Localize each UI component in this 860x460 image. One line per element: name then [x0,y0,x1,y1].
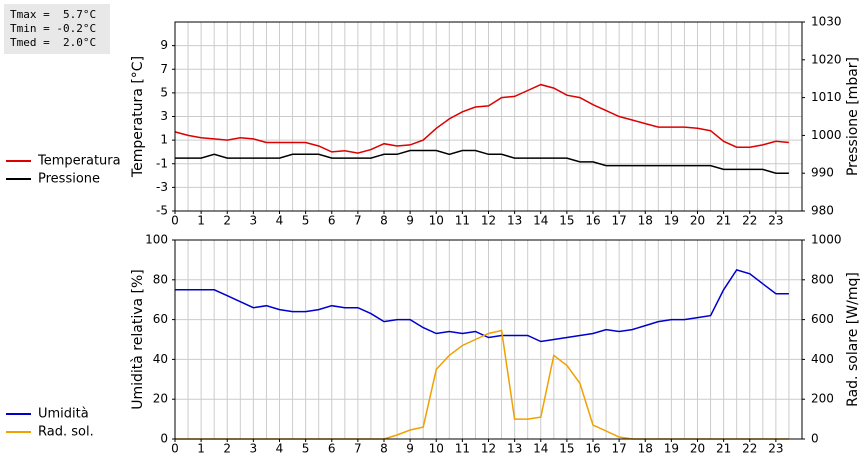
series-line-umidit- [175,269,789,343]
x-tick-label: 12 [481,442,496,456]
x-tick-label: 22 [742,442,757,456]
x-tick-label: 5 [302,214,310,228]
x-tick-label: 7 [354,442,362,456]
x-tick-label: 17 [611,442,626,456]
x-tick-label: 4 [276,214,284,228]
y-tick-label: 40 [153,352,168,366]
x-tick-label: 14 [533,442,548,456]
y2-axis-label: Rad. solare [W/mq] [845,272,860,407]
y-tick-label: -1 [156,156,168,170]
y2-tick-label: 980 [811,204,834,218]
y-tick-label: 1 [160,133,168,147]
y2-tick-label: 1030 [811,15,842,29]
x-tick-label: 10 [429,442,444,456]
y-tick-label: -3 [156,180,168,194]
x-tick-label: 16 [585,442,600,456]
x-tick-label: 8 [380,442,388,456]
legend-label: Rad. sol. [38,425,94,440]
x-tick-label: 8 [380,214,388,228]
y-tick-label: 100 [145,233,168,247]
x-tick-label: 15 [559,214,574,228]
x-tick-label: 18 [638,442,653,456]
x-tick-label: 6 [328,214,336,228]
tmed-stat: Tmed = 2.0°C [10,36,97,49]
y-tick-label: 20 [153,392,168,406]
y-tick-label: 0 [160,432,168,446]
y-tick-label: 60 [153,312,168,326]
y-tick-label: 7 [160,62,168,76]
x-tick-label: 13 [507,214,522,228]
legend-label: Umidità [38,407,89,422]
x-tick-label: 16 [585,214,600,228]
x-tick-label: 2 [223,214,231,228]
series-line-rad-sol- [175,329,789,440]
x-tick-label: 4 [276,442,284,456]
x-tick-label: 6 [328,442,336,456]
x-tick-label: 18 [638,214,653,228]
x-tick-label: 1 [197,214,205,228]
x-tick-label: 7 [354,214,362,228]
x-tick-label: 14 [533,214,548,228]
x-tick-label: 23 [768,442,783,456]
x-tick-label: 5 [302,442,310,456]
y2-tick-label: 1000 [811,128,842,142]
x-tick-label: 21 [716,214,731,228]
x-tick-label: 13 [507,442,522,456]
x-tick-label: 22 [742,214,757,228]
x-tick-label: 19 [664,214,679,228]
y2-tick-label: 1010 [811,90,842,104]
y2-tick-label: 800 [811,272,834,286]
x-tick-label: 23 [768,214,783,228]
x-tick-label: 1 [197,442,205,456]
x-tick-label: 3 [250,214,258,228]
y-tick-label: 80 [153,272,168,286]
y2-tick-label: 990 [811,166,834,180]
x-tick-label: 20 [690,442,705,456]
x-tick-label: 0 [171,442,179,456]
x-tick-label: 0 [171,214,179,228]
y2-tick-label: 0 [811,432,819,446]
legend-label: Pressione [38,172,100,187]
tmin-stat: Tmin = -0.2°C [10,22,97,35]
x-tick-label: 3 [250,442,258,456]
x-tick-label: 15 [559,442,574,456]
x-tick-label: 21 [716,442,731,456]
y2-tick-label: 1020 [811,52,842,66]
temperature-stats-box: Tmax = 5.7°C Tmin = -0.2°C Tmed = 2.0°C [4,4,110,54]
y-tick-label: -5 [156,204,168,218]
x-tick-label: 20 [690,214,705,228]
legend-label: Temperatura [37,154,121,169]
y-tick-label: 9 [160,38,168,52]
series-line-pressione [175,149,789,174]
y2-tick-label: 1000 [811,233,842,247]
y-axis-label: Temperatura [°C] [130,56,146,178]
series-line-temperatura [174,83,789,154]
x-tick-label: 10 [429,214,444,228]
y2-tick-label: 200 [811,392,834,406]
y2-tick-label: 600 [811,312,834,326]
y2-axis-label: Pressione [mbar] [845,57,860,176]
x-tick-label: 12 [481,214,496,228]
x-tick-label: 11 [455,214,470,228]
y2-tick-label: 400 [811,352,834,366]
x-tick-label: 11 [455,442,470,456]
x-tick-label: 19 [664,442,679,456]
x-tick-label: 17 [611,214,626,228]
y-tick-label: 5 [160,85,168,99]
x-tick-label: 9 [406,214,414,228]
y-tick-label: 3 [160,109,168,123]
x-tick-label: 9 [406,442,414,456]
x-tick-label: 2 [223,442,231,456]
y-axis-label: Umidità relativa [%] [130,269,146,410]
tmax-stat: Tmax = 5.7°C [10,8,97,21]
